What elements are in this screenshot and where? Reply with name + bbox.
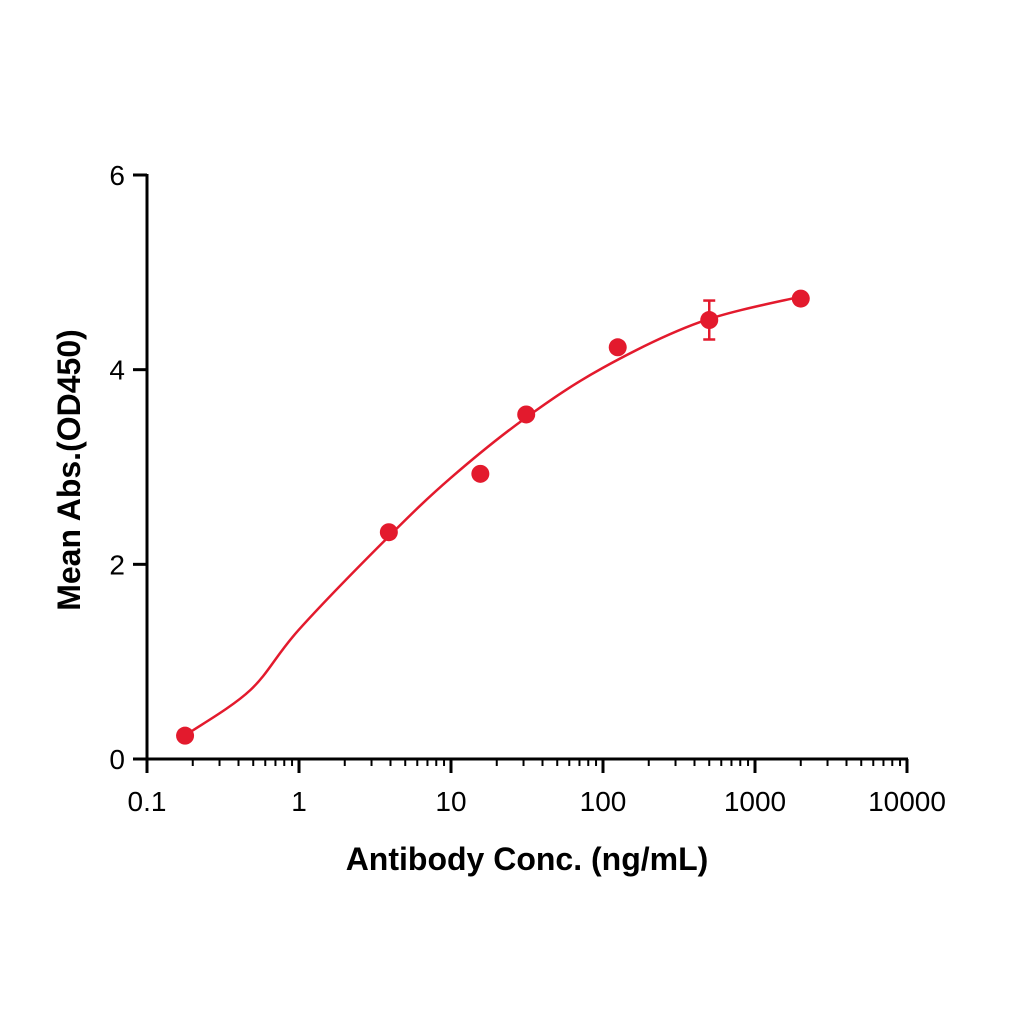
x-tick-label: 1 bbox=[291, 786, 307, 817]
data-points bbox=[176, 289, 810, 745]
y-tick-label: 0 bbox=[109, 744, 125, 775]
y-tick-label: 2 bbox=[109, 549, 125, 580]
x-tick-label: 10000 bbox=[868, 786, 946, 817]
axes: 0.1 1 10 100 1000 10000 0 2 4 6 bbox=[109, 160, 946, 817]
data-point bbox=[517, 405, 536, 424]
data-point bbox=[608, 338, 627, 357]
y-tick-label: 6 bbox=[109, 160, 125, 191]
data-point bbox=[176, 726, 195, 745]
fit-curve bbox=[188, 295, 801, 734]
data-point bbox=[379, 523, 398, 542]
x-axis-label: Antibody Conc. (ng/mL) bbox=[346, 841, 709, 877]
x-tick-label: 100 bbox=[580, 786, 627, 817]
x-tick-label: 1000 bbox=[724, 786, 786, 817]
y-tick-label: 4 bbox=[109, 355, 125, 386]
x-tick-label: 10 bbox=[435, 786, 466, 817]
fit-curve-group bbox=[188, 295, 801, 734]
x-tick-label: 0.1 bbox=[128, 786, 167, 817]
y-axis-label: Mean Abs.(OD450) bbox=[51, 329, 87, 611]
data-point bbox=[791, 289, 810, 308]
data-point bbox=[471, 464, 490, 483]
data-point bbox=[700, 311, 719, 330]
